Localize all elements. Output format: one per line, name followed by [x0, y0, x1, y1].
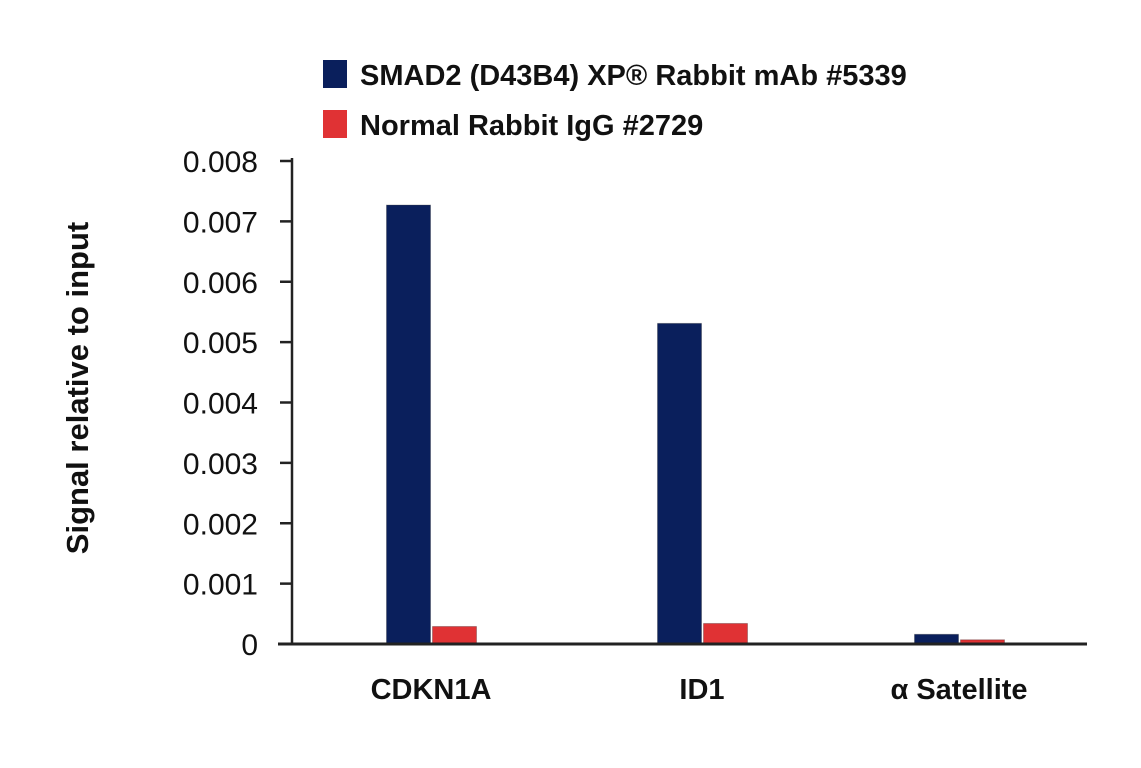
x-category-label: α Satellite: [890, 674, 1027, 706]
y-axis-label: Signal relative to input: [60, 222, 95, 554]
bar-smad2-1: [657, 322, 702, 645]
y-tick-label: 0.008: [183, 146, 258, 179]
y-axis-ticks: 0 0.001 0.002 0.003 0.004 0.005 0.006 0.007 0.00…: [183, 146, 292, 662]
x-category-label: CDKN1A: [371, 674, 492, 706]
y-tick-label: 0: [241, 629, 258, 662]
y-tick-label: 0.002: [183, 508, 258, 541]
y-tick-label: 0.005: [183, 327, 258, 360]
x-category-label: ID1: [679, 674, 724, 706]
y-tick-label: 0.004: [183, 388, 258, 421]
legend-swatch-smad2: [323, 60, 347, 88]
y-tick-label: 0.003: [183, 448, 258, 481]
y-tick-label: 0.007: [183, 206, 258, 239]
legend-label-igg: Normal Rabbit IgG #2729: [360, 110, 703, 142]
y-tick-label: 0.006: [183, 267, 258, 300]
y-tick-label: 0.001: [183, 569, 258, 602]
bar-igg-1: [703, 622, 748, 645]
x-axis-labels: CDKN1A ID1 α Satellite: [371, 674, 1028, 706]
legend-swatch-igg: [323, 110, 347, 138]
legend: SMAD2 (D43B4) XP® Rabbit mAb #5339 Norma…: [323, 60, 907, 142]
legend-label-smad2: SMAD2 (D43B4) XP® Rabbit mAb #5339: [360, 60, 907, 92]
bar-smad2-0: [386, 204, 431, 645]
bar-igg-0: [432, 625, 477, 645]
bars: [386, 204, 1005, 645]
